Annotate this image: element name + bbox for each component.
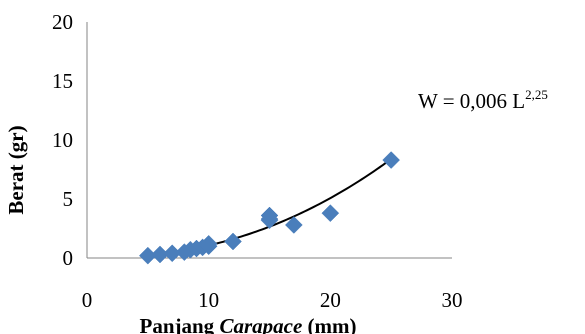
data-point [224,232,242,251]
data-points [138,151,401,265]
x-tick-label: 0 [82,288,93,312]
x-axis-title: Panjang Carapace (mm) [140,314,357,334]
y-tick-label: 10 [52,128,73,152]
y-axis-title: Berat (gr) [4,125,28,214]
data-point [260,206,279,225]
x-tick-label: 30 [442,288,463,312]
data-point [382,151,401,169]
y-tick-labels: 0 5 10 15 20 [52,10,73,270]
x-tick-label: 10 [198,288,219,312]
y-tick-label: 5 [63,187,74,211]
y-tick-label: 0 [63,246,74,270]
data-point [284,216,303,234]
y-tick-label: 15 [52,69,73,93]
y-tick-label: 20 [52,10,73,34]
data-point [199,234,218,253]
trendline-equation: W = 0,006 L2,25 [418,87,548,113]
data-point [321,204,340,223]
x-tick-labels: 0 10 20 30 [82,288,463,312]
x-tick-label: 20 [320,288,341,312]
